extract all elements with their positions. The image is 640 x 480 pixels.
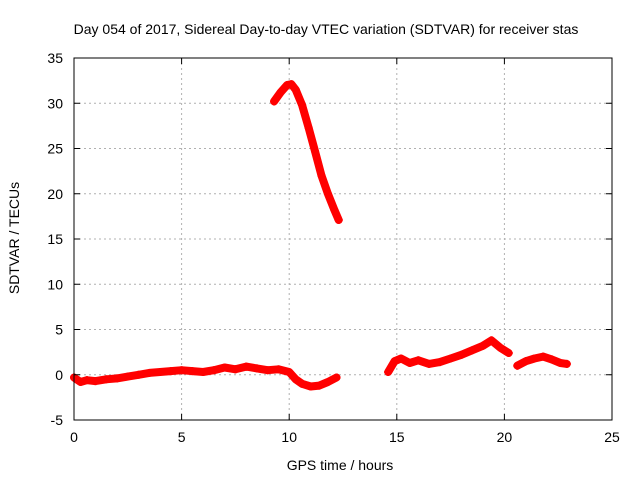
data-point [76, 377, 85, 386]
series-trace [270, 80, 343, 224]
x-axis-label: GPS time / hours [287, 457, 394, 473]
x-tick-label: 5 [178, 429, 186, 445]
data-point [199, 368, 208, 377]
data-point [397, 354, 406, 363]
y-tick-label: 30 [47, 95, 63, 111]
data-point [504, 349, 513, 358]
y-tick-label: 25 [47, 141, 63, 157]
data-point [82, 376, 91, 385]
data-point [242, 362, 251, 371]
data-point [332, 373, 341, 382]
x-tick-label: 10 [281, 429, 297, 445]
data-point [291, 375, 300, 384]
data-point [311, 147, 320, 156]
data-point [188, 367, 197, 376]
data-point [530, 354, 539, 363]
data-point [287, 80, 296, 89]
axis-ticks: 0 5 10 15 20 25 -5 0 5 10 15 20 25 30 35 [47, 50, 620, 445]
data-point [231, 365, 240, 374]
data-point [220, 363, 229, 372]
data-point [285, 368, 294, 377]
data-point [334, 215, 343, 224]
x-tick-label: 20 [497, 429, 513, 445]
data-point [539, 352, 548, 361]
data-point [513, 361, 522, 370]
data-point [457, 350, 466, 359]
data-point [330, 206, 339, 215]
x-tick-label: 0 [70, 429, 78, 445]
data-point [102, 375, 111, 384]
data-point [562, 359, 571, 368]
data-point [414, 356, 423, 365]
y-tick-label: 5 [55, 322, 63, 338]
data-point [384, 368, 393, 377]
data-point [274, 365, 283, 374]
data-point [521, 357, 530, 366]
data-point [478, 341, 487, 350]
data-point [252, 364, 261, 373]
data-point [177, 366, 186, 375]
data-point [166, 367, 175, 376]
data-point [91, 377, 100, 386]
data-point [446, 354, 455, 363]
data-series [70, 80, 571, 391]
data-point [263, 366, 272, 375]
data-point [323, 377, 332, 386]
data-point [306, 382, 315, 391]
data-point [123, 372, 132, 381]
y-tick-label: -5 [51, 412, 64, 428]
data-point [298, 101, 307, 110]
chart-title: Day 054 of 2017, Sidereal Day-to-day VTE… [74, 21, 579, 37]
y-tick-label: 0 [55, 367, 63, 383]
data-point [468, 346, 477, 355]
data-point [145, 368, 154, 377]
data-point [487, 336, 496, 345]
data-point [304, 123, 313, 132]
y-tick-label: 10 [47, 276, 63, 292]
series-trace [70, 362, 341, 391]
data-point [547, 355, 556, 364]
y-axis-label: SDTVAR / TECUs [6, 182, 22, 294]
x-tick-label: 25 [604, 429, 620, 445]
data-point [298, 379, 307, 388]
data-point [317, 171, 326, 180]
data-point [425, 359, 434, 368]
data-point [113, 374, 122, 383]
grid [74, 58, 612, 420]
data-point [496, 343, 505, 352]
data-point [156, 368, 165, 377]
y-tick-label: 15 [47, 231, 63, 247]
data-point [435, 358, 444, 367]
data-point [270, 97, 279, 106]
data-point [276, 88, 285, 97]
data-point [323, 189, 332, 198]
x-tick-label: 15 [389, 429, 405, 445]
y-tick-label: 35 [47, 50, 63, 66]
data-point [315, 381, 324, 390]
data-point [291, 85, 300, 94]
y-tick-label: 20 [47, 186, 63, 202]
data-point [134, 370, 143, 379]
data-point [209, 366, 218, 375]
data-point [390, 357, 399, 366]
data-point [405, 358, 414, 367]
